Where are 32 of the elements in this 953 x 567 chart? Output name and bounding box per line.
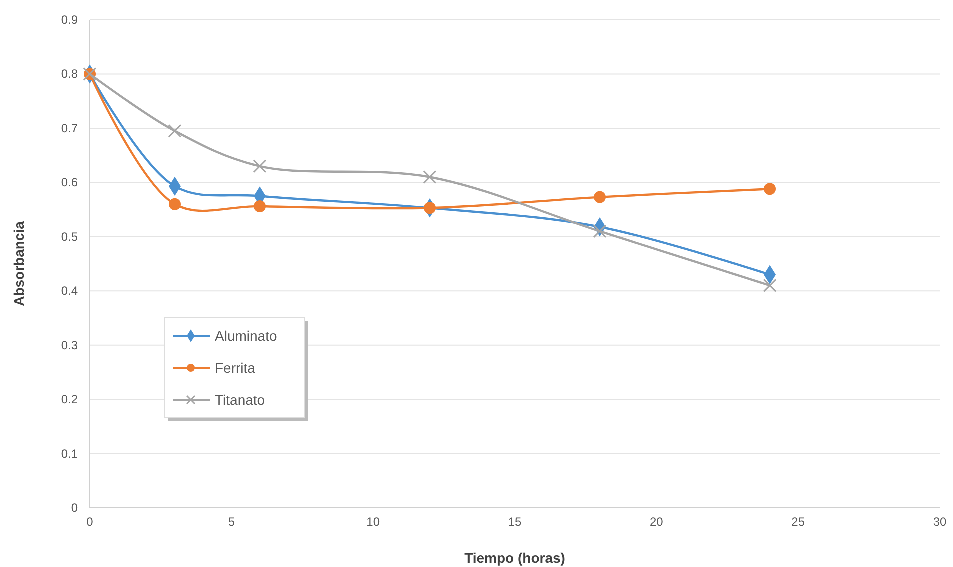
point xyxy=(253,160,267,174)
y-tick-label: 0.1 xyxy=(61,446,78,461)
point xyxy=(169,198,181,210)
legend-label: Aluminato xyxy=(215,328,278,344)
x-tick-label: 30 xyxy=(933,515,947,529)
y-tick-label: 0.6 xyxy=(61,176,78,190)
x-tick-label: 10 xyxy=(366,515,380,529)
x-tick-label: 0 xyxy=(86,515,94,529)
y-tick-label: 0.4 xyxy=(61,284,78,298)
y-axis-title: Absorbancia xyxy=(11,221,27,306)
y-tick-label: 0 xyxy=(71,501,78,515)
y-tick-label: 0.3 xyxy=(61,338,78,352)
x-tick-label: 5 xyxy=(228,515,236,529)
y-tick-label: 0.5 xyxy=(61,230,78,244)
point xyxy=(764,183,776,196)
point xyxy=(593,224,607,238)
point xyxy=(254,200,266,213)
point xyxy=(424,202,436,214)
x-tick-label: 25 xyxy=(792,515,806,529)
point xyxy=(763,278,777,292)
legend-label: Ferrita xyxy=(215,360,256,376)
y-tick-label: 0.9 xyxy=(61,13,78,27)
x-axis-title: Tiempo (horas) xyxy=(464,550,566,566)
x-tick-label: 20 xyxy=(650,515,664,529)
y-tick-label: 0.8 xyxy=(61,67,78,82)
point xyxy=(423,170,437,184)
point xyxy=(594,191,606,204)
y-tick-label: 0.2 xyxy=(61,392,78,407)
x-tick-label: 15 xyxy=(508,515,522,529)
legend-label: Titanato xyxy=(215,392,266,408)
y-tick-label: 0.7 xyxy=(61,121,78,136)
point xyxy=(168,124,182,138)
